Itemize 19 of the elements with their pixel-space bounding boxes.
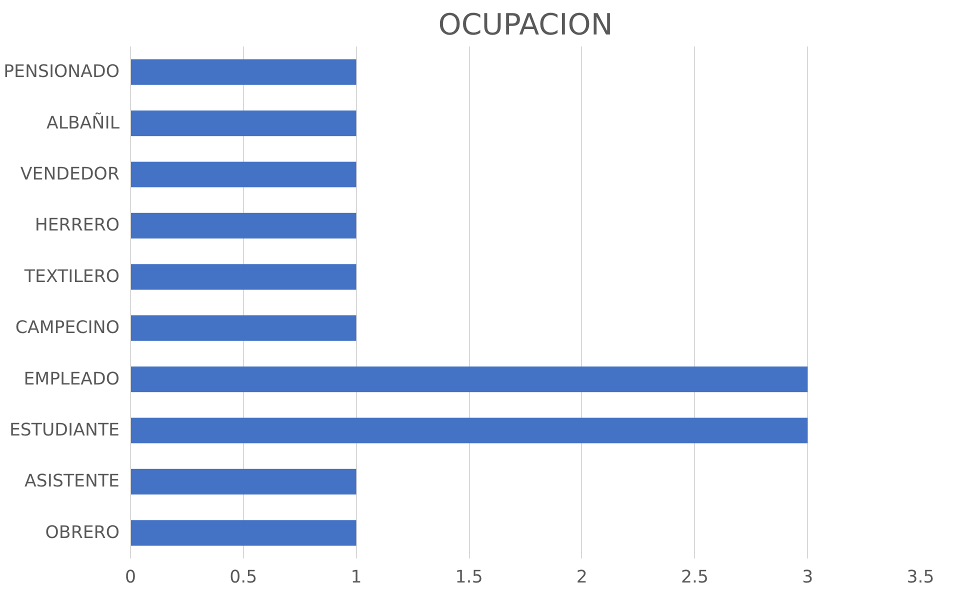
y-tick-label: PENSIONADO bbox=[4, 62, 120, 82]
x-tick-label: 3 bbox=[802, 568, 814, 588]
y-tick-label: ASISTENTE bbox=[24, 472, 120, 492]
x-tick-label: 0 bbox=[124, 568, 136, 588]
chart-title: OCUPACION bbox=[438, 8, 613, 42]
x-tick-label: 1 bbox=[350, 568, 362, 588]
x-tick-label: 1.5 bbox=[455, 568, 483, 588]
y-tick-label: EMPLEADO bbox=[24, 369, 120, 390]
y-tick-label: VENDEDOR bbox=[20, 164, 120, 184]
y-tick-label: CAMPECINO bbox=[15, 318, 120, 338]
x-tick-label: 2.5 bbox=[681, 568, 709, 588]
x-tick-label: 0.5 bbox=[230, 568, 258, 588]
y-tick-label: ALBAÑIL bbox=[46, 112, 120, 134]
y-tick-label: ESTUDIANTE bbox=[9, 420, 120, 440]
y-tick-label: HERRERO bbox=[34, 216, 120, 236]
y-tick-label: OBRERO bbox=[45, 522, 120, 543]
x-tick-label: 2 bbox=[576, 568, 588, 588]
y-tick-label: TEXTILERO bbox=[23, 266, 120, 287]
x-tick-label: 3.5 bbox=[906, 568, 934, 588]
